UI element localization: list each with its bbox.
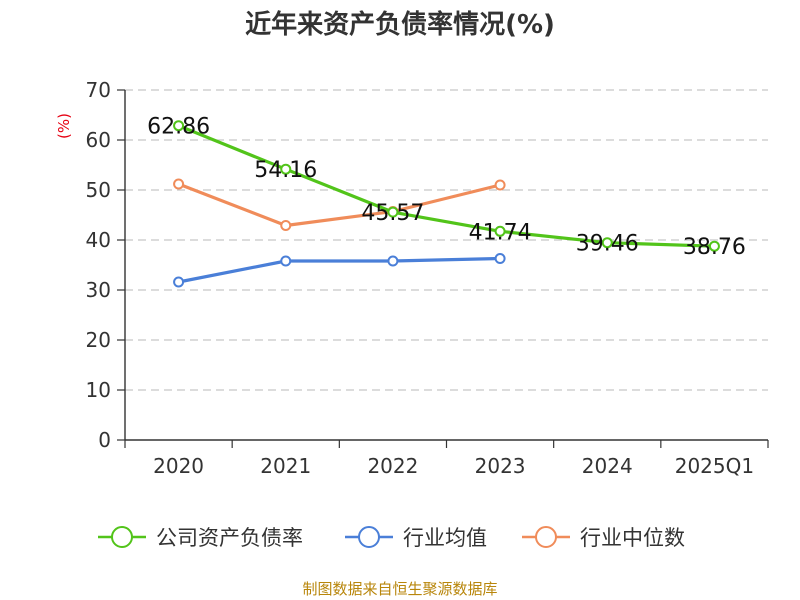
data-point [173,276,185,288]
data-point [280,255,292,267]
x-tick-label: 2022 [367,454,418,478]
y-tick-label: 60 [86,128,111,152]
y-axis-label: (%) [55,113,73,139]
chart-title: 近年来资产负债率情况(%) [245,9,555,40]
series-line [177,124,715,248]
legend-swatch-marker [535,526,557,548]
data-label: 38.76 [683,235,746,260]
data-label: 41.74 [469,220,532,245]
y-tick-label: 20 [86,328,111,352]
legend-swatch-marker [358,526,380,548]
legend-label: 行业中位数 [580,526,685,550]
data-label: 45.57 [361,201,424,226]
legend: 公司资产负债率 行业均值 行业中位数 [98,526,685,550]
data-point [494,225,506,237]
x-tick-label: 2020 [153,454,204,478]
legend-item: 公司资产负债率 [98,526,303,550]
legend-label: 行业均值 [403,526,487,550]
data-label: 39.46 [576,232,639,257]
y-tick-label: 10 [86,378,111,402]
y-tick-label: 70 [86,78,111,102]
data-point [173,120,185,132]
x-tick-label: 2023 [475,454,526,478]
legend-item: 行业中位数 [522,526,685,550]
y-tick-label: 30 [86,278,111,302]
y-tick-label: 40 [86,228,111,252]
legend-swatch-marker [111,526,133,548]
data-point [387,206,399,218]
data-label: 62.86 [147,115,210,140]
data-point [494,253,506,264]
data-point [708,240,720,252]
series-line [178,256,501,284]
series-line [178,182,501,228]
grid-lines [125,89,768,391]
series-lines [173,120,720,288]
data-point [387,255,399,267]
legend-item: 行业均值 [345,526,487,550]
data-label: 54.16 [254,158,317,183]
y-tick-label: 50 [86,178,111,202]
x-tick-label: 2025Q1 [675,454,754,478]
data-point [601,237,613,249]
legend-label: 公司资产负债率 [156,526,303,550]
axes: 0 10 20 30 40 50 60 70 2020 2021 2022 2023 2024 2025Q… [86,78,769,478]
x-tick-label: 2024 [582,454,633,478]
source-note: 制图数据来自恒生聚源数据库 [302,580,497,598]
data-point [280,220,292,231]
data-point [280,163,292,175]
data-labels: 62.86 54.16 45.57 41.74 39.46 38.76 [147,115,746,261]
data-point [173,178,185,190]
data-point [494,179,506,191]
y-tick-label: 0 [98,428,111,452]
x-tick-label: 2021 [260,454,311,478]
